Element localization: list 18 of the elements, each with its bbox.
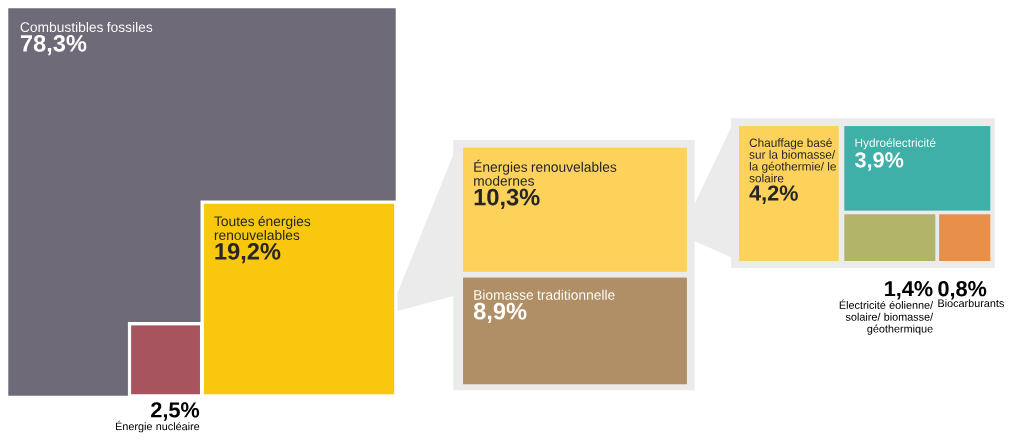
category-label: Énergie nucléaire	[116, 420, 200, 433]
category-label: Biomasse traditionnelle	[474, 289, 615, 300]
category-label: Biocarburants	[938, 298, 1004, 307]
category-label: Toutes énergies renouvelables	[214, 215, 311, 240]
category-label: Hydroélectricité	[855, 137, 936, 150]
category-label: Énergies renouvelables modernes	[474, 159, 617, 186]
category-label: Combustibles fossiles	[20, 21, 153, 32]
data-label: 4,2%	[749, 185, 798, 204]
data-label: 78,3%	[20, 34, 87, 55]
data-label: 3,9%	[855, 152, 904, 171]
data-label: 19,2%	[215, 242, 281, 263]
data-label: 2,5%	[151, 402, 200, 421]
category-label: Électricité éolienne/ solaire/ biomasse/ géothermique	[839, 299, 934, 335]
data-label: 1,4%	[885, 280, 933, 300]
data-label: 8,9%	[473, 302, 527, 323]
data-label: 10,3%	[474, 188, 540, 209]
data-label: 0,8%	[938, 280, 987, 300]
category-label: Chauffage basé sur la biomasse/ la géothermie/ le solaire	[749, 137, 836, 183]
